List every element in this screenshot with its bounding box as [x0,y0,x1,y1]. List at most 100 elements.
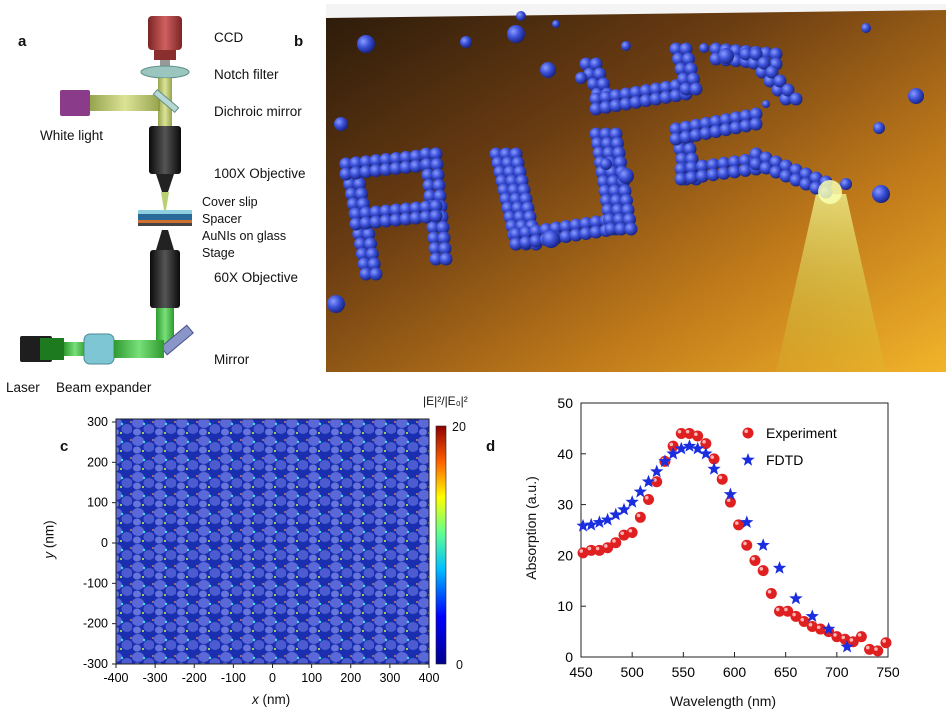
nanoparticle [689,82,703,96]
label-white-light: White light [40,128,104,143]
nanoparticle [365,247,379,261]
c-xtick-label: 200 [340,671,361,685]
experiment-point [741,539,753,551]
nanoparticle [685,161,699,175]
nanoparticle [346,197,360,211]
experiment-point-highlight [865,645,870,650]
nanoparticle [509,227,523,241]
notch-filter [140,65,190,79]
nanoparticle [426,221,440,234]
nanoparticle [699,126,713,140]
nanoparticle [379,163,393,177]
nanoparticle [354,187,368,201]
colorbar [435,425,447,665]
experiment-point [757,565,769,577]
panel-c: c -400 -300 -200 -100 0 [0,394,480,711]
c-ytick-label: 100 [87,496,108,510]
nanoparticle [689,128,703,142]
nanoparticle [589,57,603,71]
nanoparticle [432,179,446,192]
nanoparticle [542,230,560,248]
nanoparticle [600,158,612,170]
fdtd-point [576,518,590,532]
nanoparticle [679,42,693,56]
label-notch-filter: Notch filter [214,67,279,82]
c-ytick-label: 300 [87,415,108,429]
nanoparticle [399,202,413,216]
ccd-camera [148,16,182,66]
experiment-point [626,527,638,539]
nanoparticle [369,267,383,281]
c-ylabel: y (nm) [42,520,57,558]
nanoparticle [669,89,683,103]
nanoparticle [344,187,358,201]
c-xtick-label: -300 [143,671,168,685]
experiment-point-highlight [718,475,723,480]
laser-spot [818,180,842,204]
fdtd-point [666,446,680,460]
nanoparticle [587,77,600,91]
nanoparticle [399,160,413,174]
nanoparticle [781,83,795,97]
nanoparticle [349,217,363,231]
nanoparticle [749,107,763,121]
colorbar-min: 0 [456,658,463,672]
nanoparticle [559,220,573,233]
nanoparticle [389,151,403,165]
c-xtick-label: 0 [269,671,276,685]
nanoparticle [789,92,803,106]
label-100x-objective: 100X Objective [214,166,306,181]
nanoparticle [369,164,383,178]
nanoparticle [718,48,734,64]
nanoparticle [352,227,366,241]
nanoparticle [738,163,752,177]
nanoparticle [409,149,423,163]
nanoparticle [339,157,353,171]
fdtd-point [756,538,770,551]
nanoparticle [439,252,453,266]
d-ytick-label: 20 [557,547,573,563]
fdtd-point [658,454,672,468]
c-ylabel-unit: (nm) [41,520,57,552]
fdtd-point [699,446,713,460]
nanoparticle [436,221,450,234]
nanoparticle [354,237,368,251]
nanoparticle [659,80,673,94]
fdtd-point [625,495,639,508]
c-ytick-label: 200 [87,455,108,469]
experiment-point-highlight [882,639,886,643]
label-laser: Laser [6,380,40,395]
c-xlabel-unit: (nm) [258,692,291,707]
nanoparticle [695,159,709,173]
nanoparticle [619,97,633,111]
c-xtick-label: 300 [379,671,400,685]
nanoparticle [359,165,373,179]
nanoparticle [575,72,587,84]
experiment-point-highlight [857,633,862,637]
experiment-point-highlight [816,625,821,630]
nanoparticle [427,231,441,245]
nanoparticle [709,115,723,128]
nanoparticle [649,82,663,96]
nanoparticle [409,201,423,215]
label-ccd: CCD [214,30,244,45]
nanoparticle [362,227,376,241]
experiment-point-highlight [874,647,878,651]
field-map-image [115,418,430,665]
nanoparticle [619,87,633,101]
dichroic-mirror [152,88,180,114]
experiment-point-highlight [800,617,805,622]
experiment-point [634,511,646,523]
experiment-point-highlight [792,612,796,617]
nanoparticle [709,125,723,138]
experiment-point-highlight [767,589,772,594]
nanoparticle [379,214,393,228]
nanoparticle [674,62,688,76]
nanoparticle [339,167,353,181]
nanoparticle [749,47,763,61]
nanoparticle [389,213,403,227]
nanoparticle [519,226,533,239]
nanoparticle [599,100,613,114]
nanoparticle [639,94,653,108]
nanoparticle [359,216,373,230]
